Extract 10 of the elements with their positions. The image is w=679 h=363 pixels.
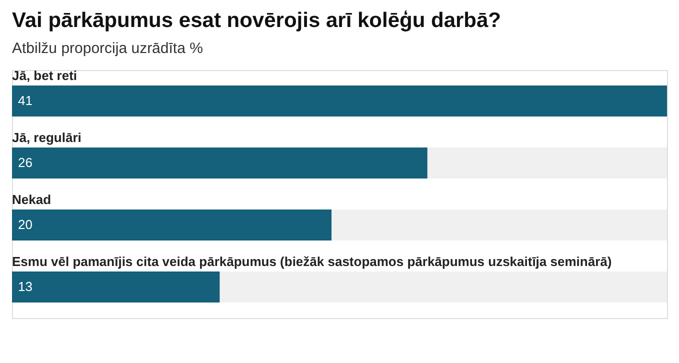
chart-subtitle: Atbilžu proporcija uzrādīta %	[12, 40, 203, 57]
data-label: 13	[18, 279, 32, 294]
y-tick-label: Jā, regulāri	[12, 130, 82, 145]
data-label: 26	[18, 155, 32, 170]
data-label: 41	[18, 93, 32, 108]
y-tick-label: Jā, bet reti	[12, 68, 78, 83]
chart-title: Vai pārkāpumus esat novērojis arī kolēģu darbā?	[12, 9, 502, 32]
data-label: 20	[18, 217, 32, 232]
y-tick-label: Esmu vēl pamanījis cita veida pārkāpumus (biežāk sastopamos pārkāpumus uzskaitīja seminārā)	[12, 254, 612, 269]
y-tick-label: Nekad	[12, 192, 52, 207]
